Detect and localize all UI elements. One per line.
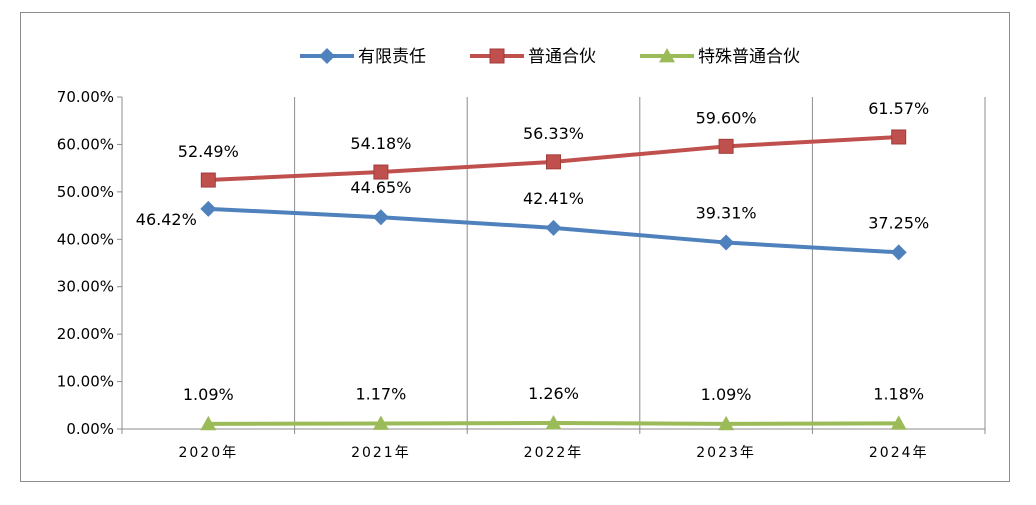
triangle-marker <box>200 415 217 431</box>
data-label: 1.18% <box>873 384 924 403</box>
x-tick-label: 2020年 <box>178 445 238 461</box>
y-tick-label: 40.00% <box>57 230 114 248</box>
y-tick-label: 70.00% <box>57 88 114 106</box>
data-label: 1.09% <box>701 385 752 404</box>
data-label: 52.49% <box>178 142 239 161</box>
data-label: 1.09% <box>183 385 234 404</box>
square-marker <box>891 129 907 145</box>
square-marker <box>718 138 734 154</box>
y-tick-label: 0.00% <box>66 420 114 438</box>
diamond-marker <box>372 209 389 226</box>
series-group <box>200 129 907 431</box>
x-tick-label: 2022年 <box>524 445 584 461</box>
y-tick-label: 10.00% <box>57 373 114 391</box>
data-label: 1.26% <box>528 384 579 403</box>
square-marker <box>489 48 505 64</box>
data-label: 42.41% <box>523 189 584 208</box>
triangle-marker <box>718 415 735 431</box>
data-label: 44.65% <box>350 178 411 197</box>
legend-label: 有限责任 <box>358 47 426 67</box>
axes <box>121 97 985 430</box>
x-tick-label: 2021年 <box>351 445 411 461</box>
data-label: 46.42% <box>136 210 197 229</box>
triangle-marker <box>659 48 675 63</box>
square-marker <box>373 164 389 180</box>
data-label: 1.17% <box>355 384 406 403</box>
data-label: 54.18% <box>350 134 411 153</box>
data-label: 59.60% <box>696 108 757 127</box>
triangle-marker <box>372 415 389 430</box>
legend: 有限责任 普通合伙 特殊普通合伙 <box>300 47 800 67</box>
diamond-marker <box>545 219 562 236</box>
x-tick-label: 2023年 <box>696 445 756 461</box>
chart-frame <box>20 12 1010 482</box>
diamond-marker <box>319 48 335 64</box>
y-tick-label: 50.00% <box>57 183 114 201</box>
data-label: 56.33% <box>523 124 584 143</box>
diamond-marker <box>200 200 217 217</box>
square-marker <box>546 154 561 170</box>
data-label: 39.31% <box>696 204 757 223</box>
x-tick-label: 2024年 <box>869 445 929 461</box>
data-label: 37.25% <box>868 213 929 232</box>
y-tick-label: 60.00% <box>57 135 114 153</box>
data-labels: 46.42% 44.65% 42.41% 39.31% 37.25% 52.49% 54.1… <box>136 99 929 404</box>
legend-label: 特殊普通合伙 <box>698 47 800 67</box>
data-label: 61.57% <box>868 99 929 118</box>
y-axis-ticks: 0.00% 10.00% 20.00% 30.00% 40.00% 50.00% 60.00… <box>57 88 122 438</box>
triangle-marker <box>545 415 562 430</box>
triangle-marker <box>890 415 907 430</box>
y-tick-label: 20.00% <box>57 325 114 343</box>
x-axis-ticks: 2020年 2021年 2022年 2023年 2024年 <box>121 429 986 461</box>
y-tick-label: 30.00% <box>57 278 114 296</box>
square-marker <box>200 172 216 188</box>
legend-label: 普通合伙 <box>528 47 596 67</box>
diamond-marker <box>718 234 735 251</box>
diamond-marker <box>890 244 907 261</box>
